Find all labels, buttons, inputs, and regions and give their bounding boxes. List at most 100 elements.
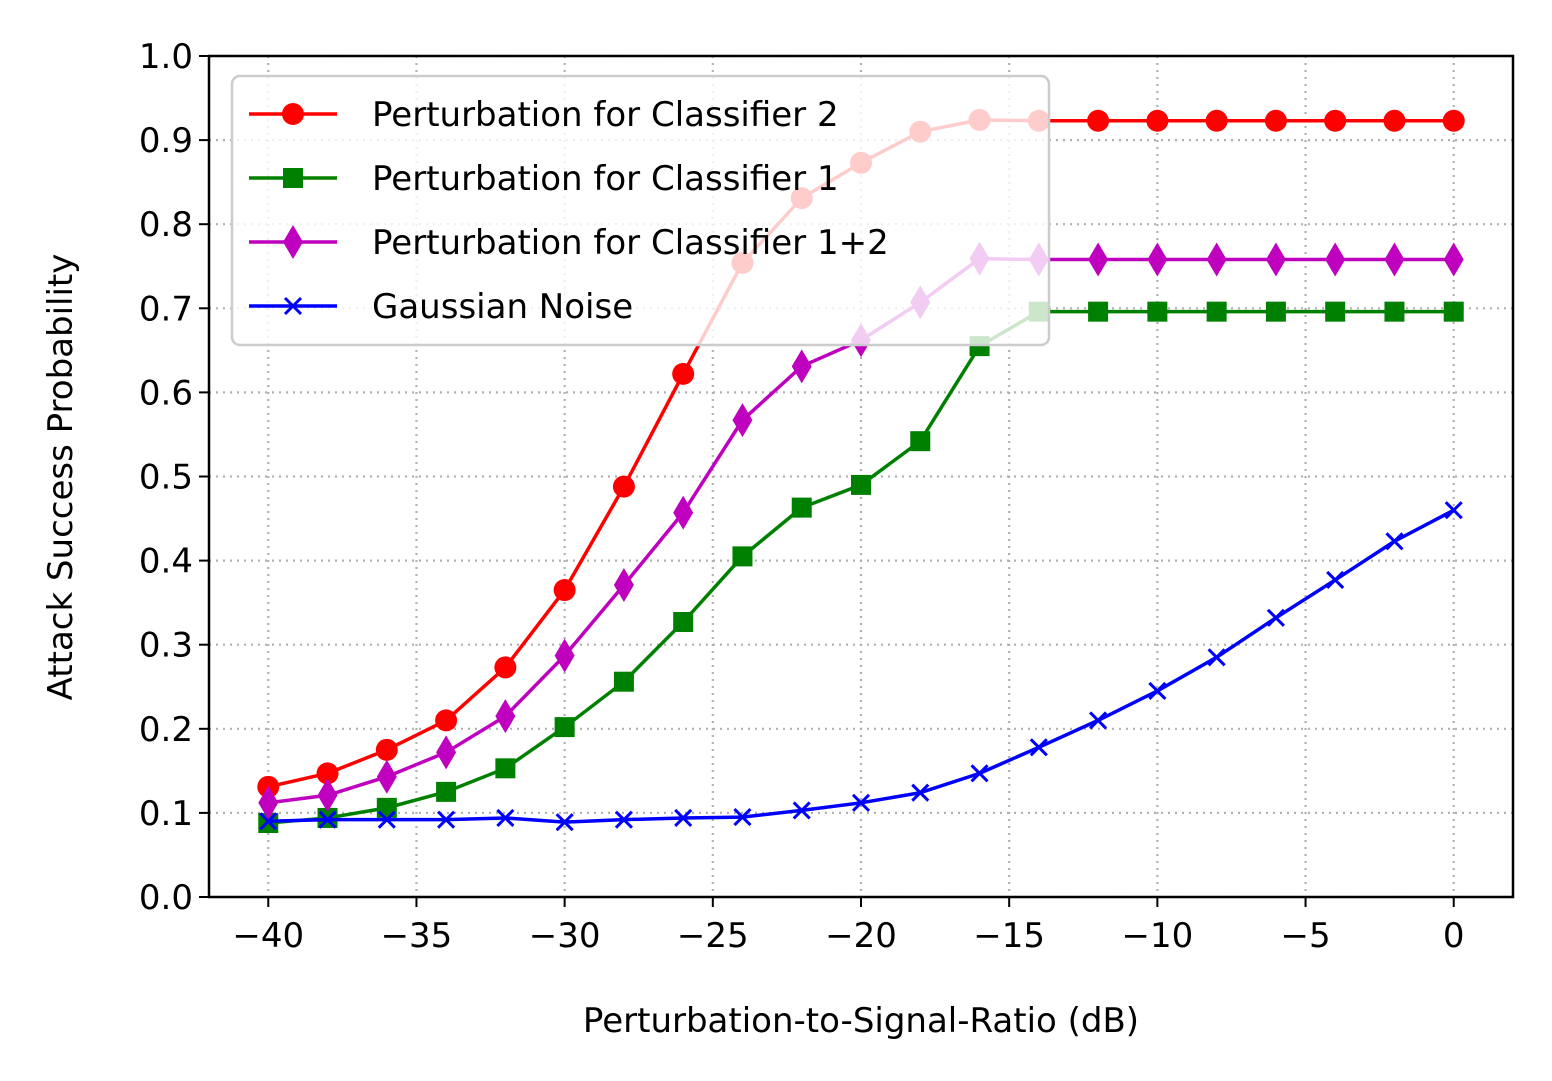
y-tick-label: 0.8 [139,205,193,245]
data-point [1029,738,1048,757]
data-point [791,497,812,518]
legend-box [230,74,1051,347]
data-point [851,474,871,495]
data-point [613,567,634,602]
data-point [1088,242,1109,277]
data-point [259,812,278,831]
data-point [258,785,279,820]
y-tick-label: 0.6 [139,373,193,413]
x-tick-label: −30 [529,916,601,956]
legend: Perturbation for Classifier 2 Perturbatio… [230,74,1051,347]
data-point [1265,301,1286,322]
data-point [555,813,574,832]
x-tick-label: −15 [973,916,1045,956]
data-point [1442,109,1465,132]
data-point [673,611,694,632]
data-point [435,709,458,732]
legend-label: Perturbation for Classifier 2 [372,95,839,135]
data-point [1147,242,1168,277]
data-point [494,656,517,679]
data-point [377,810,396,829]
data-point [1384,242,1405,277]
y-tick-label: 0.0 [139,878,193,918]
data-point [1325,242,1346,277]
data-point [437,810,456,829]
data-point [970,764,989,783]
series-group [257,108,1465,833]
data-point [1443,242,1464,277]
data-point [554,717,575,738]
data-point [1146,109,1169,132]
data-point [1207,648,1226,667]
x-tick-label: −35 [381,916,453,956]
y-tick-label: 0.1 [139,794,193,834]
data-point [1385,532,1404,551]
data-point [436,735,457,770]
data-point [495,699,516,734]
data-point [1384,301,1405,322]
data-point [1147,301,1168,322]
data-point [375,738,398,761]
y-axis-label: Attack Success Probability [41,254,81,701]
data-point [554,638,575,673]
data-point [496,808,515,828]
data-point [1205,109,1228,132]
legend-entry: Perturbation for Classifier 1+2 [249,223,889,263]
data-point [376,797,397,818]
data-point [732,403,753,438]
data-point [732,546,753,567]
data-point [672,362,695,385]
x-tick-label: −5 [1280,916,1330,956]
legend-marker [283,168,303,188]
y-tick-label: 0.7 [139,289,193,329]
data-point [1148,681,1167,701]
data-point [1443,301,1464,322]
data-point [1326,570,1345,590]
legend-marker [282,103,304,125]
data-point [612,475,635,498]
legend-entry: Gaussian Noise [249,287,633,327]
legend-label: Perturbation for Classifier 1 [372,159,839,199]
x-tick-label: −25 [677,916,749,956]
y-tick-label: 0.4 [139,542,193,582]
legend-entry: Perturbation for Classifier 1 [249,159,839,199]
data-point [791,349,812,384]
y-tick-label: 0.5 [139,458,193,498]
x-tick-label: −40 [232,916,304,956]
series-3 [259,501,1463,832]
data-point [911,783,930,802]
data-point [1266,608,1285,627]
data-point [317,778,338,813]
legend-marker [283,225,303,259]
data-point [613,671,634,692]
data-point [733,808,752,827]
data-point [1324,109,1347,132]
data-point [553,579,576,602]
axis-ticks: −40 −35 −30 −25 −20 −15 −10 −5 0 0.0 0.1 0.2 0.3 0.4 0… [139,37,1465,956]
y-tick-label: 0.9 [139,121,193,161]
y-tick-label: 0.3 [139,626,193,666]
y-tick-label: 1.0 [139,37,193,77]
data-point [1264,109,1287,132]
data-point [376,759,397,794]
data-point [851,793,871,812]
data-point [316,762,339,785]
data-point [1206,301,1227,322]
data-point [792,801,811,820]
legend-label: Gaussian Noise [372,287,633,327]
x-tick-label: 0 [1443,916,1465,956]
data-point [614,810,633,829]
legend-marker [283,296,303,316]
data-point [674,808,693,828]
data-point [318,810,337,829]
data-point [1444,501,1463,520]
legend-label: Perturbation for Classifier 1+2 [372,223,889,263]
legend-entry: Perturbation for Classifier 2 [249,95,839,135]
data-point [1383,109,1406,132]
data-point [1206,242,1227,277]
data-point [1089,711,1108,730]
data-point [910,431,931,452]
x-tick-label: −10 [1121,916,1193,956]
data-point [1265,242,1286,277]
